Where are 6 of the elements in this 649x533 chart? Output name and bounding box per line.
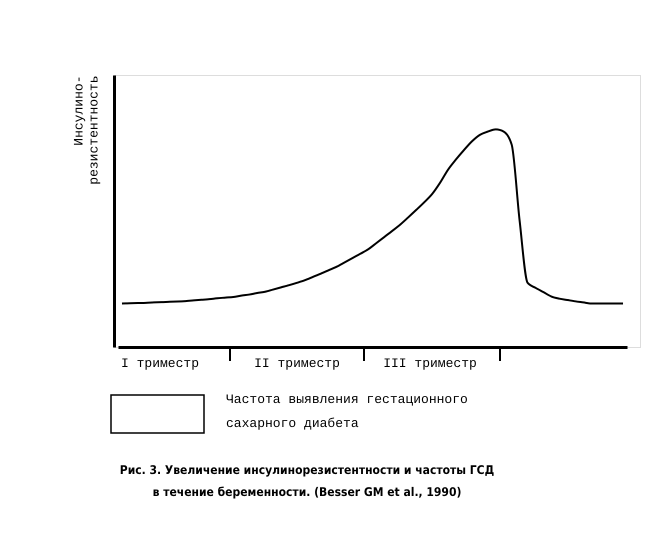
y-axis-title: Инсулино- резистентность [72,76,102,185]
text: I триместр [120,356,200,371]
text: II триместр [254,356,340,371]
text: III триместр [383,356,477,371]
text: Рис. 3. Увеличение инсулинорезистентности и частоты ГСД в течение беременности. (Besser GM et al., 1990) [120,463,494,499]
text: Частота выявления гестационного сахарного диабета [226,392,468,431]
